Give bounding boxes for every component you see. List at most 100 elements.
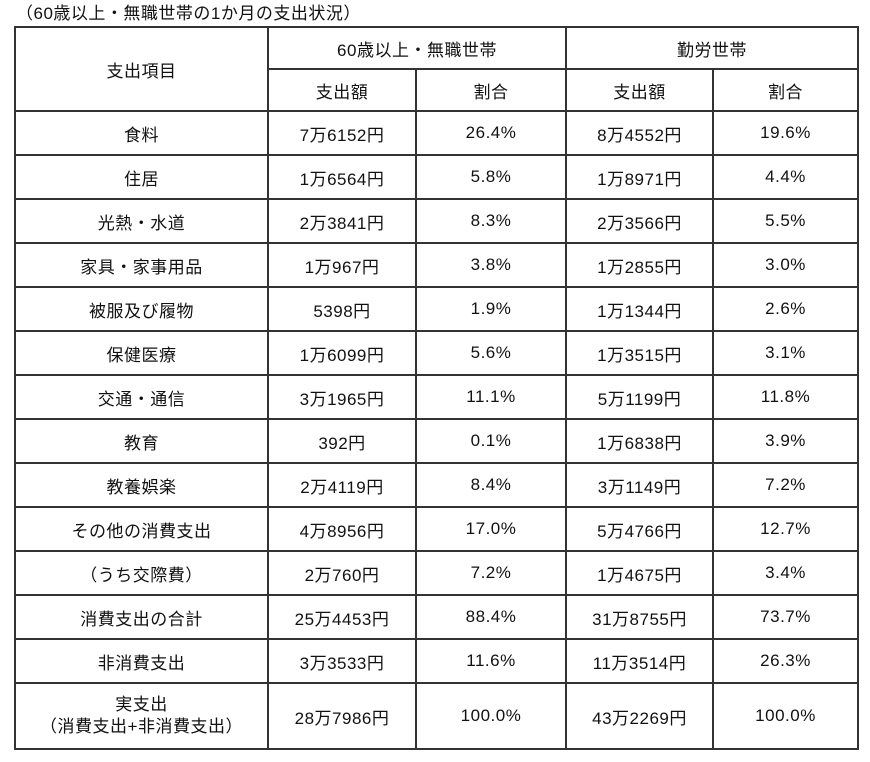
- worker-ratio-header: 割合: [712, 68, 860, 112]
- table-row-food: 食料 7万6152円 26.4% 8万4552円 19.6%: [14, 110, 860, 156]
- row-label-cell: その他の消費支出: [14, 506, 269, 552]
- table-body: 食料 7万6152円 26.4% 8万4552円 19.6% 住居 1万6564…: [14, 110, 860, 750]
- worker-ratio-cell: 12.7%: [712, 506, 860, 552]
- worker-amount-cell: 1万1344円: [565, 286, 715, 332]
- table-title: （60歳以上・無職世帯の1か月の支出状況）: [16, 4, 361, 23]
- table-row-medical: 保健医療 1万6099円 5.6% 1万3515円 3.1%: [14, 330, 860, 376]
- worker-ratio-cell: 100.0%: [712, 682, 860, 750]
- senior-ratio-cell: 11.1%: [414, 374, 568, 420]
- worker-amount-cell: 1万8971円: [565, 154, 715, 200]
- worker-amount-cell: 8万4552円: [565, 110, 715, 156]
- worker-ratio-cell: 2.6%: [712, 286, 860, 332]
- row-label-cell: 消費支出の合計: [14, 594, 269, 640]
- worker-ratio-cell: 26.3%: [712, 638, 860, 684]
- table-row-clothing: 被服及び履物 5398円 1.9% 1万1344円 2.6%: [14, 286, 860, 332]
- row-label-line1: 実支出: [115, 695, 168, 714]
- worker-amount-cell: 31万8755円: [565, 594, 715, 640]
- table-row-utilities: 光熱・水道 2万3841円 8.3% 2万3566円 5.5%: [14, 198, 860, 244]
- worker-amount-cell: 1万2855円: [565, 242, 715, 288]
- worker-ratio-cell: 5.5%: [712, 198, 860, 244]
- senior-amount-cell: 2万4119円: [267, 462, 417, 508]
- senior-ratio-cell: 7.2%: [414, 550, 568, 596]
- senior-amount-cell: 7万6152円: [267, 110, 417, 156]
- senior-ratio-cell: 11.6%: [414, 638, 568, 684]
- senior-amount-cell: 2万3841円: [267, 198, 417, 244]
- senior-ratio-cell: 3.8%: [414, 242, 568, 288]
- worker-ratio-cell: 3.0%: [712, 242, 860, 288]
- senior-amount-cell: 1万6099円: [267, 330, 417, 376]
- group-header-senior: 60歳以上・無職世帯: [266, 26, 568, 70]
- senior-ratio-cell: 100.0%: [414, 682, 568, 750]
- table-row-social-expenses: （うち交際費） 2万760円 7.2% 1万4675円 3.4%: [14, 550, 860, 596]
- row-label-cell: 非消費支出: [14, 638, 269, 684]
- table-row-actual-expenditure: 実支出 （消費支出+非消費支出） 28万7986円 100.0% 43万2269…: [14, 682, 860, 750]
- worker-ratio-cell: 11.8%: [712, 374, 860, 420]
- table-row-transport: 交通・通信 3万1965円 11.1% 5万1199円 11.8%: [14, 374, 860, 420]
- senior-ratio-header: 割合: [414, 68, 568, 112]
- worker-ratio-cell: 4.4%: [712, 154, 860, 200]
- table-row-furniture: 家具・家事用品 1万967円 3.8% 1万2855円 3.0%: [14, 242, 860, 288]
- senior-amount-cell: 5398円: [267, 286, 417, 332]
- senior-ratio-cell: 5.8%: [414, 154, 568, 200]
- senior-ratio-cell: 26.4%: [414, 110, 568, 156]
- table-row-non-consumption: 非消費支出 3万3533円 11.6% 11万3514円 26.3%: [14, 638, 860, 684]
- senior-ratio-cell: 17.0%: [414, 506, 568, 552]
- senior-amount-cell: 2万760円: [267, 550, 417, 596]
- worker-ratio-cell: 19.6%: [712, 110, 860, 156]
- worker-ratio-cell: 73.7%: [712, 594, 860, 640]
- senior-amount-cell: 25万4453円: [267, 594, 417, 640]
- worker-ratio-cell: 7.2%: [712, 462, 860, 508]
- row-label-cell: 教育: [14, 418, 269, 464]
- table-row-other-consumption: その他の消費支出 4万8956円 17.0% 5万4766円 12.7%: [14, 506, 860, 552]
- senior-amount-cell: 28万7986円: [267, 682, 417, 750]
- item-column-header: 支出項目: [106, 61, 177, 81]
- row-label-cell: 被服及び履物: [14, 286, 269, 332]
- row-label-line2: （消費支出+非消費支出）: [40, 717, 243, 736]
- worker-ratio-cell: 3.4%: [712, 550, 860, 596]
- senior-amount-cell: 4万8956円: [267, 506, 417, 552]
- senior-amount-header: 支出額: [267, 68, 417, 112]
- row-label-cell: 家具・家事用品: [14, 242, 269, 288]
- senior-ratio-cell: 8.4%: [414, 462, 568, 508]
- table-row-recreation: 教養娯楽 2万4119円 8.4% 3万1149円 7.2%: [14, 462, 860, 508]
- header-row-groups: 支出項目 60歳以上・無職世帯 勤労世帯: [14, 26, 860, 112]
- row-label-cell: 交通・通信: [14, 374, 269, 420]
- header-row-subcolumns: 支出額 割合 支出額 割合: [15, 68, 860, 112]
- worker-amount-cell: 3万1149円: [565, 462, 715, 508]
- row-label-cell: 光熱・水道: [14, 198, 269, 244]
- senior-amount-cell: 1万967円: [267, 242, 417, 288]
- item-column-header-cell: 支出項目: [14, 26, 269, 112]
- row-label-cell: 保健医療: [14, 330, 269, 376]
- worker-ratio-cell: 3.1%: [712, 330, 860, 376]
- row-label-cell: （うち交際費）: [14, 550, 269, 596]
- worker-amount-cell: 1万4675円: [565, 550, 715, 596]
- senior-ratio-cell: 0.1%: [414, 418, 568, 464]
- senior-amount-cell: 1万6564円: [267, 154, 417, 200]
- worker-amount-header: 支出額: [565, 68, 715, 112]
- worker-ratio-cell: 3.9%: [712, 418, 860, 464]
- table-row-education: 教育 392円 0.1% 1万6838円 3.9%: [14, 418, 860, 464]
- worker-amount-cell: 5万4766円: [565, 506, 715, 552]
- senior-ratio-cell: 88.4%: [414, 594, 568, 640]
- table-row-consumption-total: 消費支出の合計 25万4453円 88.4% 31万8755円 73.7%: [14, 594, 860, 640]
- worker-amount-cell: 1万6838円: [565, 418, 715, 464]
- worker-amount-cell: 5万1199円: [565, 374, 715, 420]
- table-row-housing: 住居 1万6564円 5.8% 1万8971円 4.4%: [14, 154, 860, 200]
- table-header: 支出項目 60歳以上・無職世帯 勤労世帯 支出額 割合 支出額 割合: [14, 26, 860, 112]
- row-label-cell: 実支出 （消費支出+非消費支出）: [14, 682, 269, 750]
- senior-ratio-cell: 1.9%: [414, 286, 568, 332]
- worker-amount-cell: 2万3566円: [565, 198, 715, 244]
- senior-amount-cell: 392円: [267, 418, 417, 464]
- row-label-cell: 教養娯楽: [14, 462, 269, 508]
- worker-amount-cell: 1万3515円: [565, 330, 715, 376]
- senior-ratio-cell: 5.6%: [414, 330, 568, 376]
- row-label-cell: 食料: [14, 110, 269, 156]
- senior-ratio-cell: 8.3%: [414, 198, 568, 244]
- worker-amount-cell: 43万2269円: [565, 682, 715, 750]
- worker-amount-cell: 11万3514円: [565, 638, 715, 684]
- row-label-cell: 住居: [14, 154, 269, 200]
- senior-amount-cell: 3万3533円: [267, 638, 417, 684]
- expenditure-table: 支出項目 60歳以上・無職世帯 勤労世帯 支出額 割合 支出額 割合 食料 7万…: [14, 26, 860, 750]
- senior-amount-cell: 3万1965円: [267, 374, 417, 420]
